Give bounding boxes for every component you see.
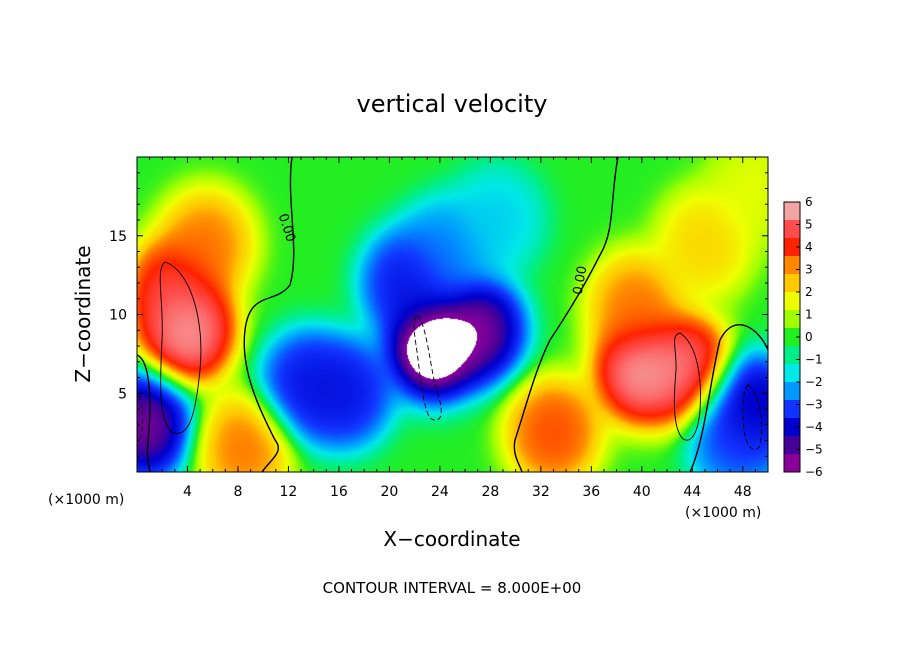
contour-interval-text: CONTOUR INTERVAL = 8.000E+00 (323, 579, 582, 597)
y-tick-label: 5 (118, 386, 127, 402)
contour-zero-lower-left (137, 354, 151, 472)
contour-negative-right (742, 384, 762, 450)
colorbar-tick-label: −4 (805, 420, 823, 434)
x-tick-label: 48 (734, 484, 752, 500)
contour-zero-center (513, 157, 619, 472)
colorbar-swatch (784, 274, 800, 293)
colorbar-swatch (784, 382, 800, 401)
x-tick-label: 12 (280, 484, 298, 500)
contour-negative-left (138, 394, 143, 441)
colorbar-tick-label: −5 (805, 443, 823, 457)
colorbar-tick-label: −1 (805, 353, 823, 367)
y-tick-label: 15 (109, 229, 127, 245)
chart-title: vertical velocity (357, 90, 548, 118)
colorbar: 6 5 4 3 2 1 0 −1 −2 −3 −4 −5 −6 (783, 195, 823, 479)
contour-positive-right (673, 332, 701, 441)
colorbar-tick-label: 2 (805, 285, 813, 299)
colorbar-tick-label: 4 (805, 240, 813, 254)
x-tick-label: 36 (582, 484, 600, 500)
colorbar-swatch (784, 238, 800, 257)
colorbar-swatch (784, 436, 800, 455)
x-tick-label: 8 (233, 484, 242, 500)
x-tick-label: 24 (431, 484, 449, 500)
colorbar-swatch (784, 418, 800, 437)
contour-zero-left (243, 157, 295, 472)
colorbar-swatch (784, 310, 800, 329)
colorbar-tick-label: 1 (805, 308, 813, 322)
colorbar-tick-label: −2 (805, 375, 823, 389)
x-axis-label: X−coordinate (383, 527, 520, 551)
colorbar-swatch (784, 454, 800, 473)
x-tick-label: 40 (633, 484, 651, 500)
colorbar-swatch (784, 292, 800, 311)
x-unit-left: (×1000 m) (48, 492, 124, 508)
colorbar-swatch (784, 364, 800, 383)
contour-zero-right (689, 324, 768, 472)
colorbar-swatch (784, 256, 800, 275)
plot-area: 0.00 0.00 (136, 156, 769, 473)
colorbar-swatch (784, 220, 800, 239)
x-unit-right: (×1000 m) (685, 505, 761, 521)
contour-positive-left (159, 261, 202, 434)
y-axis-label: Z−coordinate (71, 245, 95, 382)
x-tick-label: 20 (380, 484, 398, 500)
colorbar-tick-label: 3 (805, 263, 813, 277)
contour-lines (137, 157, 768, 472)
x-tick-label: 16 (330, 484, 348, 500)
heatmap-field (137, 157, 768, 472)
colorbar-tick-label: −6 (805, 465, 823, 479)
colorbar-tick-label: 6 (805, 195, 813, 209)
x-tick-label: 32 (532, 484, 550, 500)
colorbar-swatch (784, 202, 800, 221)
colorbar-tick-label: 0 (805, 330, 813, 344)
contour-negative-center (413, 314, 442, 421)
colorbar-swatch (784, 400, 800, 419)
contour-label-right: 0.00 (571, 265, 591, 296)
y-tick-label: 10 (109, 308, 127, 324)
x-tick-label: 44 (683, 484, 701, 500)
colorbar-swatch (784, 346, 800, 365)
x-tick-label: 28 (481, 484, 499, 500)
x-tick-label: 4 (183, 484, 192, 500)
colorbar-tick-label: −3 (805, 398, 823, 412)
colorbar-swatch (784, 328, 800, 347)
colorbar-tick-label: 5 (805, 218, 813, 232)
